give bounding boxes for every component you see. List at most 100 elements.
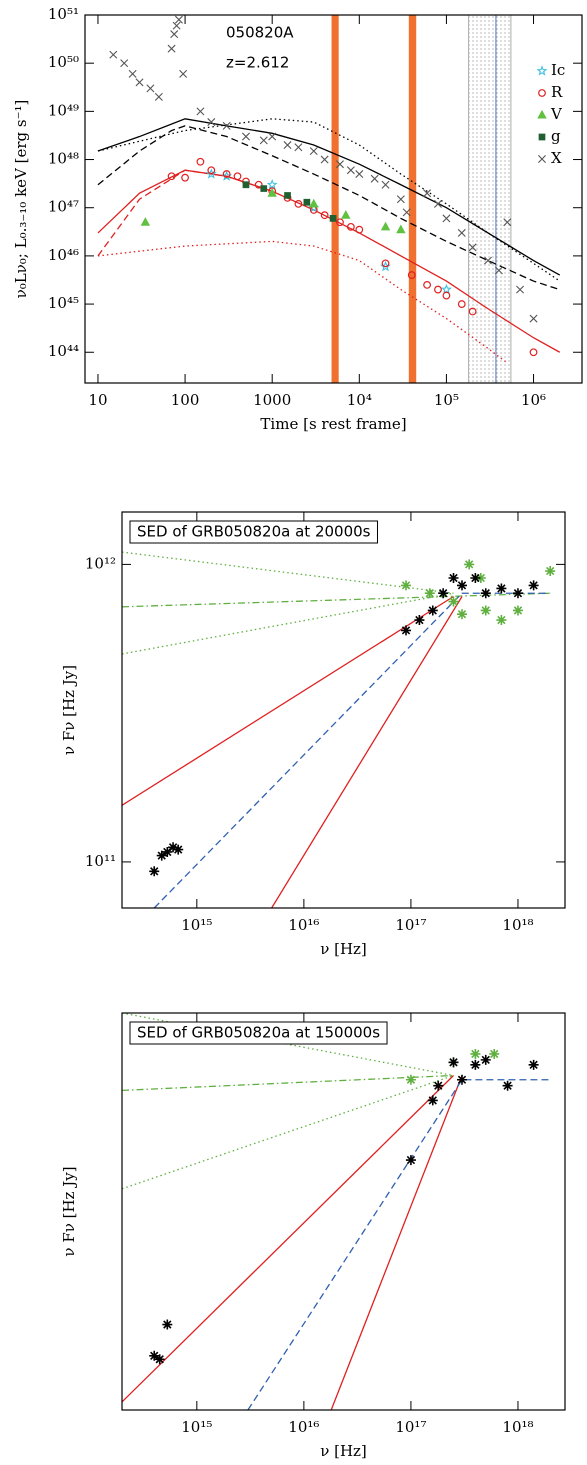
data-point (424, 588, 435, 599)
data-point (442, 214, 451, 223)
model-line (97, 118, 561, 276)
data-point (309, 147, 318, 156)
x-tick-label: 10¹⁸ (502, 1418, 533, 1436)
data-point (480, 588, 491, 599)
data-point (329, 215, 337, 222)
data-point (545, 566, 556, 577)
x-tick-label: 10¹⁶ (288, 916, 319, 934)
chart-title: SED of GRB050820a at 150000s (137, 1024, 380, 1042)
model-line (153, 592, 551, 908)
y-axis-label: ν Fν [Hz Jy] (60, 1166, 78, 1256)
model-line (122, 1074, 454, 1092)
x-axis-label: ν [Hz] (320, 940, 367, 958)
data-point (405, 1074, 416, 1085)
data-point (494, 266, 503, 275)
data-point (241, 132, 250, 141)
x-axis-label: ν [Hz] (320, 1442, 367, 1460)
data-point (294, 199, 303, 208)
data-point (207, 118, 216, 127)
data-point (179, 69, 188, 78)
data-point (196, 157, 205, 166)
data-point (162, 846, 173, 857)
model-line (122, 592, 454, 655)
data-point (381, 259, 390, 268)
data-point (456, 609, 467, 620)
legend-marker (536, 65, 548, 76)
data-point (146, 84, 155, 93)
legend-marker (537, 109, 547, 119)
data-point (480, 605, 491, 616)
data-point (529, 348, 538, 357)
legend-marker (538, 89, 546, 97)
data-point (448, 573, 459, 584)
y-tick-label: 10⁴⁸ (48, 150, 79, 168)
legend-label: g (551, 127, 561, 145)
x-tick-label: 10¹⁷ (395, 916, 426, 934)
data-point (320, 211, 329, 220)
data-point (336, 218, 344, 227)
plot-frame (121, 511, 566, 909)
y-tick-label: 10⁵¹ (48, 5, 79, 23)
data-point (259, 136, 268, 145)
plot-frame (121, 1012, 566, 1411)
data-point (496, 615, 507, 626)
x-tick-label: 100 (171, 391, 200, 409)
data-point (222, 121, 231, 130)
data-point (370, 174, 379, 183)
model-line (122, 595, 454, 806)
x-tick-label: 10⁶ (521, 391, 546, 409)
data-point (222, 170, 231, 178)
x-tick-label: 10¹⁶ (288, 1418, 319, 1436)
data-point (448, 596, 459, 607)
data-point (401, 625, 412, 636)
data-point (309, 198, 319, 208)
data-point (128, 69, 137, 78)
data-point (427, 605, 438, 616)
data-point (335, 160, 344, 169)
data-point (207, 166, 216, 175)
data-point (457, 300, 466, 308)
plot-area (122, 551, 556, 908)
data-point (283, 141, 292, 150)
data-point (355, 225, 364, 234)
x-tick-label: 1000 (253, 391, 291, 409)
y-axis-label: ν Fν [Hz Jy] (60, 665, 78, 755)
data-point (448, 1057, 459, 1068)
x-tick-label: 10¹⁵ (181, 1418, 212, 1436)
data-point (284, 192, 291, 199)
data-point (162, 1319, 173, 1330)
data-point (464, 559, 475, 570)
data-point (320, 155, 329, 164)
model-line (122, 1074, 454, 1190)
data-point (502, 1080, 513, 1091)
data-point (516, 285, 525, 294)
plot-area (97, 15, 561, 383)
x-tick-label: 10¹⁵ (181, 916, 212, 934)
legend-label: V (550, 105, 563, 123)
data-point (355, 170, 364, 179)
data-point (341, 210, 351, 219)
data-point (433, 199, 442, 208)
data-point (475, 573, 486, 584)
annotation: 050820A (226, 24, 294, 42)
y-tick-label: 10⁵⁰ (48, 53, 79, 71)
data-point (303, 198, 311, 206)
y-tick-label: 10¹² (85, 554, 116, 572)
model-line (97, 169, 273, 257)
x-tick-label: 10 (88, 391, 107, 409)
annotation: z=2.612 (226, 54, 289, 72)
data-point (380, 221, 391, 231)
data-point (168, 842, 179, 853)
data-point (233, 172, 242, 181)
data-point (260, 185, 268, 192)
data-point (167, 44, 176, 53)
chart-title: SED of GRB050820a at 20000s (137, 523, 371, 541)
data-point (414, 615, 425, 626)
data-point (438, 588, 449, 599)
data-point (254, 180, 263, 189)
data-point (468, 307, 477, 316)
model-line (247, 1079, 551, 1410)
x-axis-label: Time [s rest frame] (260, 415, 406, 433)
data-point (427, 1095, 438, 1106)
legend-marker (538, 155, 546, 163)
